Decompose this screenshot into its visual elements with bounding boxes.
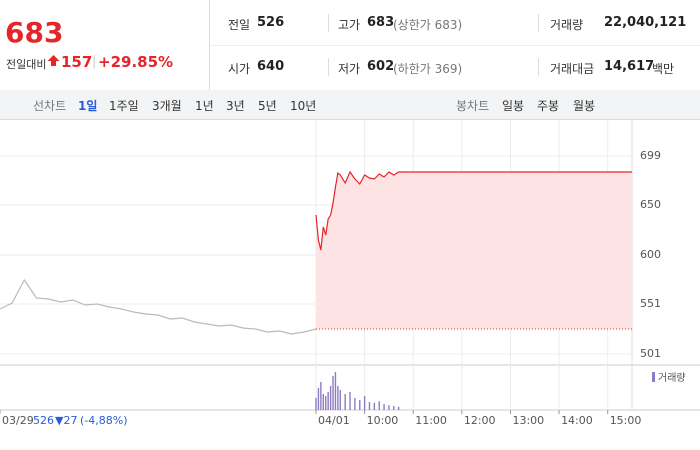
volume-bar <box>393 406 395 410</box>
x-tick-label: 15:00 <box>610 414 642 427</box>
y-tick-label: 501 <box>640 347 661 360</box>
x-tick-label: 11:00 <box>415 414 447 427</box>
tab[interactable]: 1일 <box>78 99 98 113</box>
volume-bar <box>320 382 322 410</box>
stat-value: 640 <box>257 59 285 74</box>
line <box>315 170 632 251</box>
legend-label: 거래량 <box>658 372 686 384</box>
tab-bar <box>0 90 700 120</box>
y-tick-label: 650 <box>640 198 661 211</box>
legend-swatch <box>652 372 655 382</box>
chart: 거래량 699 650 600 551 501 03/29 04/01 10:00 11:00 1… <box>0 120 700 427</box>
volume-bar <box>329 386 332 410</box>
volume-bar <box>354 398 356 410</box>
volume-bar <box>315 398 317 410</box>
volume-bar <box>339 390 342 410</box>
stat-label: 저가 <box>338 62 361 76</box>
change-label: 전일대비 <box>6 58 47 71</box>
y-tick-label: 551 <box>640 297 661 310</box>
volume-bar <box>327 392 329 410</box>
volume-bar <box>368 402 371 410</box>
volume-bar <box>378 401 380 410</box>
stat-note: (상한가 683) <box>393 18 463 32</box>
x-tick-label: 13:00 <box>512 414 544 427</box>
tab[interactable]: 일봉 <box>502 99 525 113</box>
stat-label: 고가 <box>338 18 361 32</box>
volume-bar <box>332 376 334 410</box>
volume-bar <box>334 372 337 410</box>
separator: | <box>92 54 97 69</box>
volume-bar <box>325 396 327 410</box>
volume-bar <box>344 394 346 410</box>
volume-bar <box>373 402 376 410</box>
change-pct: +29.85% <box>98 53 174 71</box>
prev-pct: (-4,88%) <box>80 414 128 427</box>
divider <box>328 58 329 76</box>
volume-bar <box>383 404 385 410</box>
volume-bar <box>359 400 361 410</box>
divider <box>538 14 539 32</box>
x-tick-label: 04/01 <box>318 414 350 427</box>
stat-label: 전일 <box>228 18 251 32</box>
divider <box>209 0 210 90</box>
volume-bar <box>317 388 320 410</box>
price: 683 <box>5 16 64 49</box>
divider <box>328 14 329 32</box>
divider <box>538 58 539 76</box>
stat-value: 602 <box>367 59 395 74</box>
tab-group-label: 봉차트 <box>456 99 490 113</box>
tab[interactable]: 월봉 <box>573 99 596 113</box>
volume-bar <box>349 392 351 410</box>
tab[interactable]: 3개월 <box>152 99 182 113</box>
y-tick-label: 699 <box>640 149 661 162</box>
tab[interactable]: 1주일 <box>109 99 139 113</box>
volume-bar <box>363 396 366 410</box>
volume-bar <box>388 405 390 410</box>
stat-note: (하한가 369) <box>393 62 463 76</box>
prev-close: 526 <box>33 414 54 427</box>
x-tick-label: 12:00 <box>464 414 496 427</box>
divider <box>210 45 700 46</box>
volume-bar <box>337 386 339 410</box>
stat-value: 22,040,121 <box>604 15 687 30</box>
tab-group-label: 선차트 <box>33 99 67 113</box>
x-tick-label: 10:00 <box>367 414 399 427</box>
stat-value: 683 <box>367 15 395 30</box>
x-tick-label: 03/29 <box>2 414 34 427</box>
x-tick-label: 14:00 <box>561 414 593 427</box>
stat-label: 시가 <box>228 62 251 76</box>
prev-change: ▼27 <box>55 414 78 427</box>
tab[interactable]: 10년 <box>290 99 317 113</box>
tab[interactable]: 1년 <box>195 99 214 113</box>
tab[interactable]: 3년 <box>226 99 245 113</box>
change: 157 <box>61 53 93 71</box>
stat-label: 거래량 <box>550 18 584 32</box>
y-tick-label: 600 <box>640 248 661 261</box>
stat-label: 거래대금 <box>550 62 595 76</box>
area-fill <box>316 172 632 329</box>
stat-value: 526 <box>257 15 285 30</box>
tab[interactable]: 5년 <box>258 99 277 113</box>
tab[interactable]: 주봉 <box>537 99 560 113</box>
stat-value: 14,617 <box>604 59 655 74</box>
line <box>0 278 317 335</box>
volume-bar <box>397 406 400 410</box>
volume-bar <box>322 394 324 410</box>
stat-unit: 백만 <box>652 62 675 76</box>
up-arrow <box>47 55 60 66</box>
